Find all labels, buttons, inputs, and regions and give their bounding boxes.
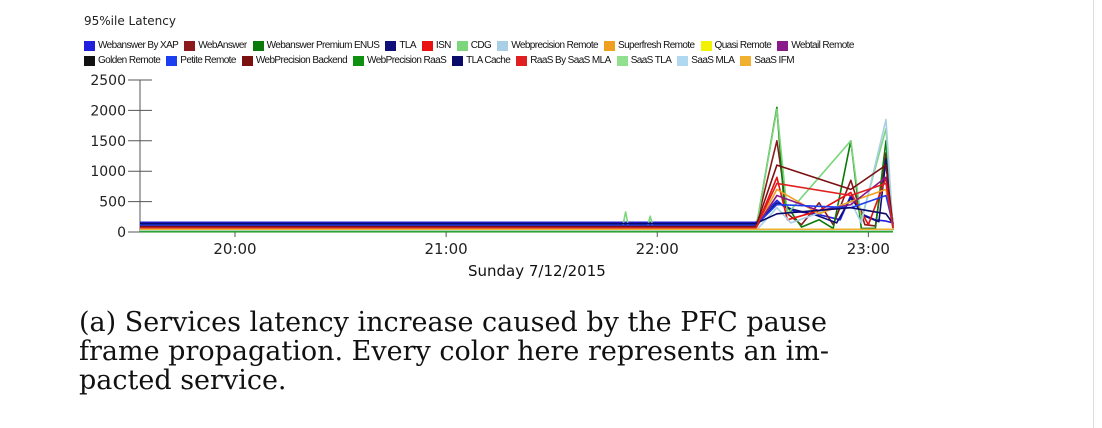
legend-label: TLA <box>399 40 416 51</box>
legend-label: Webanswer By XAP <box>98 40 179 51</box>
legend-entry: Webtail Remote <box>777 40 854 51</box>
series-line <box>140 164 894 228</box>
legend-swatch <box>184 40 196 51</box>
legend-label: Webtail Remote <box>791 40 854 51</box>
legend-label: WebPrecision RaaS <box>367 55 447 66</box>
legend-entry: TLA Cache <box>452 55 511 66</box>
legend-swatch <box>353 55 365 66</box>
legend-swatch <box>421 40 433 51</box>
legend-swatch <box>252 40 264 51</box>
legend-swatch <box>385 40 397 51</box>
legend-entry: Golden Remote <box>84 55 161 66</box>
legend-swatch <box>241 55 253 66</box>
legend-row: Golden Remote Petite Remote WebPrecision B… <box>84 53 924 68</box>
legend-label: Golden Remote <box>98 55 161 66</box>
legend-label: RaaS By SaaS MLA <box>530 55 611 66</box>
legend-label: CDG <box>470 40 492 51</box>
legend-entry: ISN <box>421 40 451 51</box>
legend-entry: WebPrecision RaaS <box>353 55 447 66</box>
legend-entry: WebAnswer <box>184 40 247 51</box>
legend-label: WebPrecision Backend <box>255 55 348 66</box>
figure-caption: (a) Services latency increase caused by … <box>79 308 939 395</box>
legend-swatch <box>677 55 689 66</box>
legend-label: Webprecision Remote <box>511 40 598 51</box>
caption-line: frame propagation. Every color here repr… <box>79 336 829 367</box>
legend-swatch <box>452 55 464 66</box>
y-tick-label: 2000 <box>90 103 126 119</box>
series-line <box>140 158 894 226</box>
page-border <box>1093 0 1094 428</box>
series-line <box>140 194 894 227</box>
legend-label: WebAnswer <box>198 40 247 51</box>
y-tick-label: 1000 <box>90 164 126 180</box>
legend-label: Quasi Remote <box>714 40 772 51</box>
legend-label: SaaS TLA <box>630 55 672 66</box>
legend-entry: Webanswer Premium ENUS <box>252 40 380 51</box>
x-axis-label-text: Sunday 7/12/2015 <box>468 262 606 280</box>
series-line <box>140 194 894 224</box>
legend-entry: Webanswer By XAP <box>84 40 179 51</box>
legend-label: Superfresh Remote <box>618 40 695 51</box>
chart-legend: Webanswer By XAP WebAnswer Webanswer Premi… <box>84 38 924 68</box>
chart-plot-area: 0 500 1000 1500 2000 2500 20:00 21:00 22:00 23:00 <box>90 73 894 258</box>
legend-swatch <box>497 40 509 51</box>
legend-swatch <box>166 55 178 66</box>
legend-label: SaaS IFM <box>754 55 794 66</box>
x-tick-label: 20:00 <box>213 240 256 258</box>
legend-entry: Petite Remote <box>166 55 236 66</box>
legend-label: Webanswer Premium ENUS <box>266 40 380 51</box>
caption-line: (a) Services latency increase caused by … <box>79 307 827 338</box>
legend-entry: SaaS TLA <box>616 55 672 66</box>
legend-entry: Webprecision Remote <box>497 40 599 51</box>
legend-entry: SaaS IFM <box>740 55 795 66</box>
legend-entry: TLA <box>385 40 416 51</box>
legend-label: Petite Remote <box>180 55 236 66</box>
legend-entry: Superfresh Remote <box>604 40 695 51</box>
series-line <box>140 182 894 229</box>
x-tick-label: 22:00 <box>636 240 679 258</box>
legend-row: Webanswer By XAP WebAnswer Webanswer Premi… <box>84 38 924 53</box>
legend-swatch <box>84 40 95 51</box>
legend-swatch <box>84 55 95 66</box>
legend-entry: Quasi Remote <box>700 40 772 51</box>
y-tick-label: 0 <box>117 225 126 241</box>
legend-label: SaaS MLA <box>691 55 735 66</box>
x-tick-label: 23:00 <box>847 240 890 258</box>
legend-swatch <box>616 55 628 66</box>
legend-swatch <box>700 40 712 51</box>
legend-entry: CDG <box>456 40 492 51</box>
legend-swatch <box>456 40 468 51</box>
legend-swatch <box>777 40 789 51</box>
legend-label: TLA Cache <box>466 55 511 66</box>
y-tick-label: 1500 <box>90 134 126 150</box>
legend-swatch <box>516 55 528 66</box>
series-line <box>140 118 894 232</box>
chart-title: 95%ile Latency <box>84 14 176 28</box>
legend-swatch <box>740 55 752 66</box>
y-tick-label: 2500 <box>90 73 126 89</box>
legend-swatch <box>604 40 615 51</box>
legend-label: ISN <box>435 40 451 51</box>
legend-entry: SaaS MLA <box>677 55 735 66</box>
caption-line: pacted service. <box>79 365 287 396</box>
legend-entry: WebPrecision Backend <box>241 55 348 66</box>
series-line <box>140 206 894 225</box>
y-tick-label: 500 <box>99 195 126 211</box>
x-tick-label: 21:00 <box>425 240 468 258</box>
legend-entry: RaaS By SaaS MLA <box>516 55 611 66</box>
